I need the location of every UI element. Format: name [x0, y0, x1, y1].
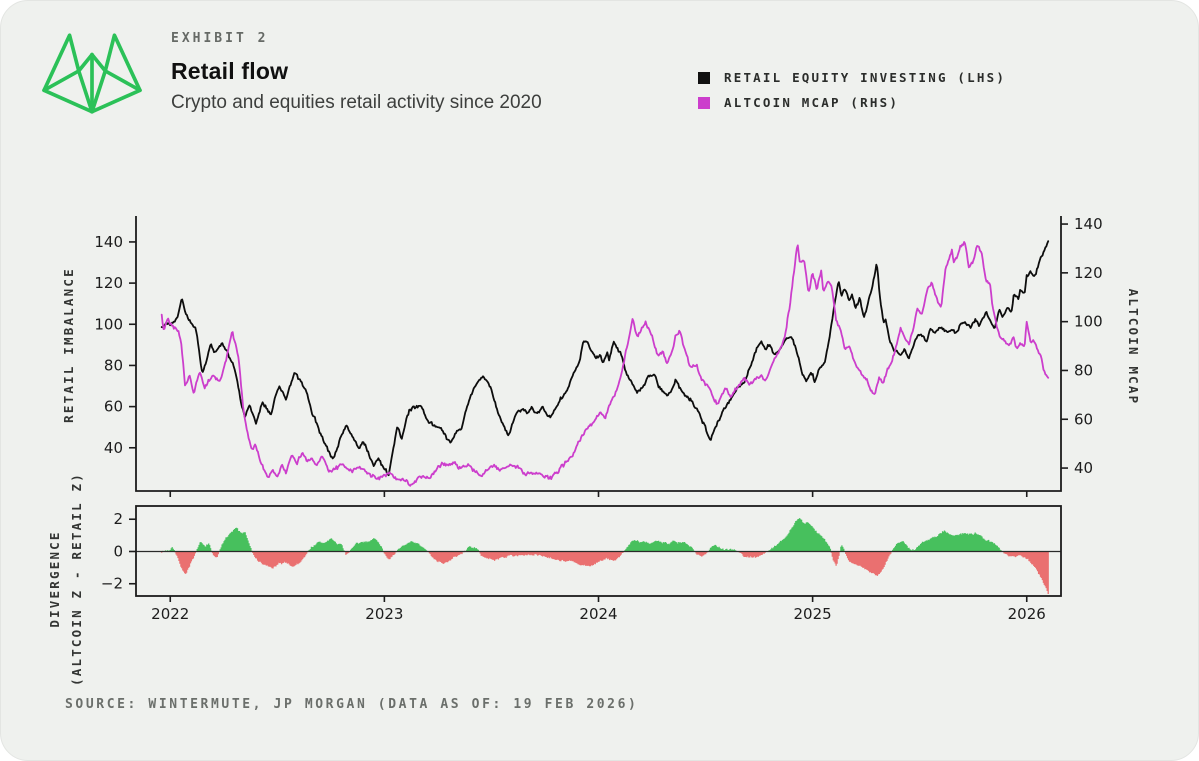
legend-item-altcoin: ALTCOIN MCAP (RHS): [698, 90, 1006, 115]
x-tick-label: 2025: [794, 605, 832, 623]
page-subtitle: Crypto and equities retail activity sinc…: [171, 92, 542, 113]
altcoin-series-swatch-icon: [698, 96, 710, 109]
chart-legend: RETAIL EQUITY INVESTING (LHS) ALTCOIN MC…: [698, 65, 1006, 115]
altcoin-mcap-line: [160, 241, 1050, 487]
right-tick-label: 60: [1074, 410, 1093, 428]
right-tick-label: 140: [1074, 215, 1103, 233]
legend-label-retail: RETAIL EQUITY INVESTING (LHS): [724, 70, 1007, 85]
left-tick-label: 60: [104, 398, 123, 416]
divergence-axis-title-line2: (ALTCOIN Z - RETAIL Z): [69, 472, 84, 686]
right-tick-label: 100: [1074, 313, 1103, 331]
wintermute-logo: [42, 33, 142, 114]
divergence-tick-label: 2: [113, 510, 123, 528]
left-tick-label: 100: [94, 315, 123, 333]
page-title: Retail flow: [171, 58, 289, 84]
divergence-axis-title-line1: DIVERGENCE: [47, 530, 62, 627]
retail-series-swatch-icon: [698, 71, 710, 84]
source-note: SOURCE: WINTERMUTE, JP MORGAN (DATA AS O…: [65, 697, 639, 712]
legend-label-altcoin: ALTCOIN MCAP (RHS): [724, 95, 900, 110]
left-tick-label: 40: [104, 439, 123, 457]
divergence-tick-label: −2: [101, 575, 123, 593]
x-tick-label: 2024: [579, 605, 617, 623]
x-tick-label: 2023: [365, 605, 403, 623]
right-tick-label: 120: [1074, 264, 1103, 282]
main-plot-spines: [135, 216, 1062, 492]
divergence-negative-area: [161, 551, 1049, 594]
right-tick-label: 80: [1074, 361, 1093, 379]
divergence-positive-area: [162, 518, 1003, 552]
left-tick-label: 140: [94, 233, 123, 251]
left-tick-label: 120: [94, 274, 123, 292]
right-tick-label: 40: [1074, 459, 1093, 477]
right-axis-title: ALTCOIN MCAP: [1126, 289, 1141, 406]
x-tick-label: 2026: [1008, 605, 1046, 623]
left-tick-label: 80: [104, 356, 123, 374]
x-tick-label: 2022: [151, 605, 189, 623]
divergence-tick-label: 0: [113, 542, 123, 560]
exhibit-label: EXHIBIT 2: [171, 31, 269, 46]
left-axis-title: RETAIL IMBALANCE: [61, 267, 76, 423]
header: EXHIBIT 2 Retail flow Crypto and equitie…: [171, 31, 542, 114]
legend-item-retail: RETAIL EQUITY INVESTING (LHS): [698, 65, 1006, 90]
retail-equity-line: [160, 240, 1050, 477]
